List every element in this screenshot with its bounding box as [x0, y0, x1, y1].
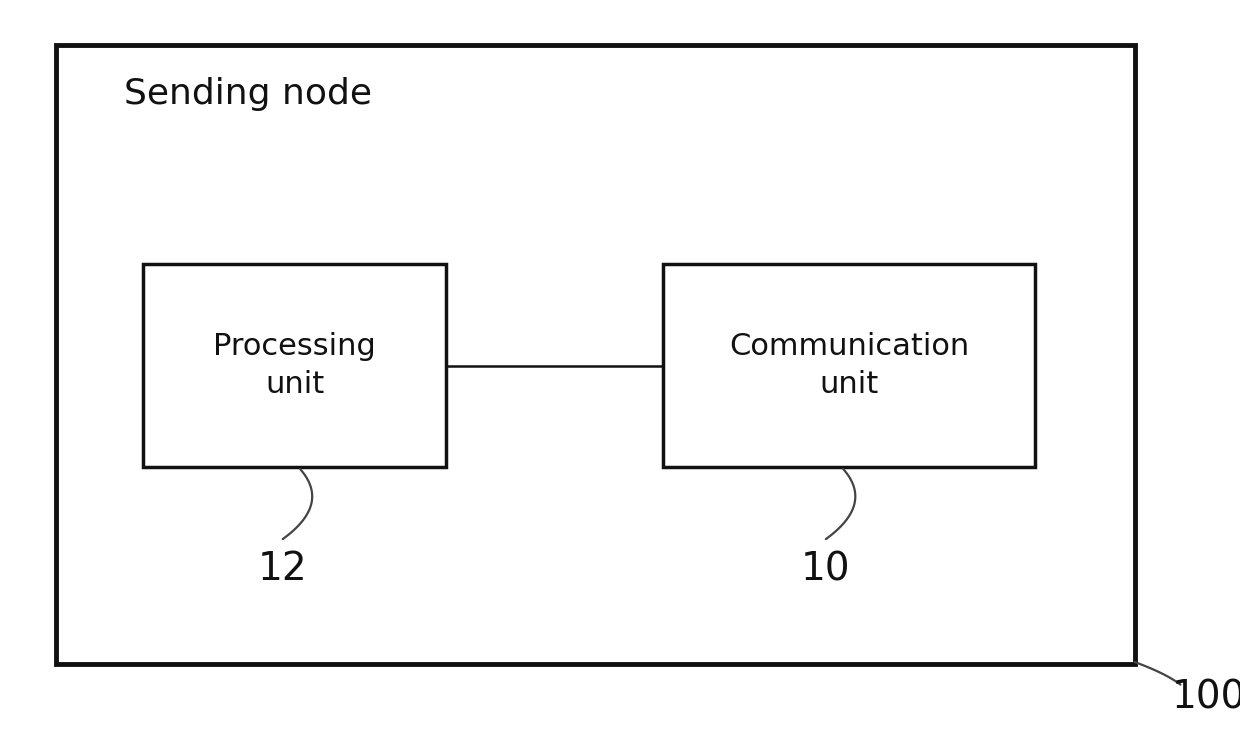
Bar [56, 45, 1135, 664]
Text: 100: 100 [1172, 679, 1240, 716]
Text: Sending node: Sending node [124, 77, 372, 112]
Text: Processing
unit: Processing unit [213, 332, 376, 400]
Text: 12: 12 [258, 550, 308, 588]
Text: 10: 10 [801, 550, 851, 588]
Bar [663, 264, 1035, 467]
Text: Communication
unit: Communication unit [729, 332, 970, 400]
Bar [143, 264, 446, 467]
